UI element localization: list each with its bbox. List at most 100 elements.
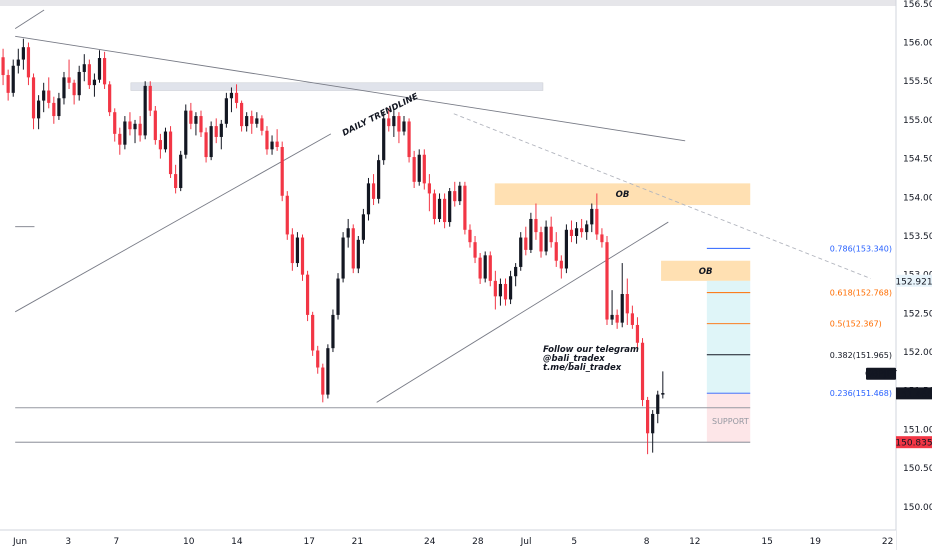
candle-body [224,98,228,124]
candle-body [199,116,203,133]
candle-body [189,110,193,124]
fib-label-0: 0.786(153.340) [830,244,892,253]
candle-body [559,260,563,269]
candle-body [57,98,61,117]
candle-body [585,224,589,233]
candle-body [26,47,31,78]
price-badge [896,387,932,400]
candle-body [610,314,614,320]
candle-body [437,198,442,219]
candle-body [514,266,518,277]
trendline-0 [15,35,686,142]
candle-body [280,147,284,196]
candle-body [311,314,315,351]
candle-body [493,280,497,297]
candle-body [646,400,650,434]
candle-body [184,110,188,155]
candle-body [87,64,91,86]
candle-body [341,237,345,279]
candle-body [138,123,142,136]
candle-body [508,276,513,300]
price-tick-label: 154.500 [903,155,932,165]
candle-body [620,294,624,323]
candle-body [123,121,127,145]
price-tick-label: 152.000 [903,348,932,358]
fib-label-3: 0.382(151.965) [830,351,892,360]
candle-body [412,157,416,182]
candle-body [72,82,76,96]
candle-body [524,237,528,250]
candle-body [255,118,259,124]
candle-body [295,237,300,264]
time-tick-label: 12 [689,537,700,547]
time-tick-label: 15 [761,537,772,547]
candle-body [595,208,599,235]
candle-body [47,90,51,103]
time-axis[interactable]: Jun 3 7 10 14 17 21 24 28 Jul 5 8 12 15 19 22 [0,529,896,550]
candle-body [31,77,36,119]
candle-body [21,47,25,60]
zone-1 [494,183,751,206]
time-tick-label: 8 [644,537,650,547]
candle-body [305,274,310,315]
zone-3 [706,280,751,394]
candle-body [209,126,213,158]
candle-body [229,92,234,99]
time-tick-label: 17 [303,537,314,547]
candle-body [468,229,472,243]
price-badge-label: 152.921 [895,277,932,287]
trendline-7 [14,9,45,30]
candle-body [356,239,360,269]
candle-body [153,110,157,141]
candle-body [498,283,503,297]
candle-body [402,121,406,132]
zone-label-2: OB [699,267,713,277]
fibonacci-layer: 0.786(153.340) 0.618(152.768) 0.5(152.367)… [706,244,892,398]
time-tick-label: 24 [424,537,436,547]
candles-layer [1,38,665,455]
candle-body [219,123,223,137]
time-tick-label: 28 [472,537,484,547]
candle-body [432,193,437,219]
candle-body [108,84,112,113]
price-badges: GBPJPY 151.466 152.921 150.835 [865,274,932,449]
symbol-badge [866,367,896,380]
candle-body [245,116,249,127]
candle-body [656,394,660,414]
candle-body [250,116,254,124]
candle-body [158,140,162,150]
candle-body [544,226,548,252]
candle-body [67,77,71,83]
trendlines-layer [14,9,871,443]
time-tick-label: 7 [114,537,120,547]
price-badge [896,274,932,287]
time-tick-label: 21 [352,537,363,547]
time-tick-label: Jul [520,537,532,547]
fib-label-4: 0.236(151.468) [830,389,892,398]
trendline-1 [453,113,871,279]
candle-body [458,185,462,202]
candle-body [534,218,538,233]
candle-body [260,118,264,131]
candle-body [519,237,523,267]
candle-body [77,71,81,96]
price-tick-label: 151.000 [903,425,932,435]
candle-body [371,183,376,199]
candle-body [316,350,320,368]
candle-body [118,133,122,145]
time-tick-label: 19 [810,537,822,547]
price-tick-label: 155.500 [903,77,932,87]
candle-body [163,131,168,150]
zone-2 [661,260,751,281]
candle-body [443,198,447,223]
candle-body [143,85,147,136]
candle-body [625,294,629,314]
candle-body [478,257,482,279]
candle-body [285,195,289,235]
price-tick-label: 156.500 [903,0,932,10]
candle-body [605,242,609,320]
candle-body [574,228,579,236]
candle-body [503,283,508,300]
